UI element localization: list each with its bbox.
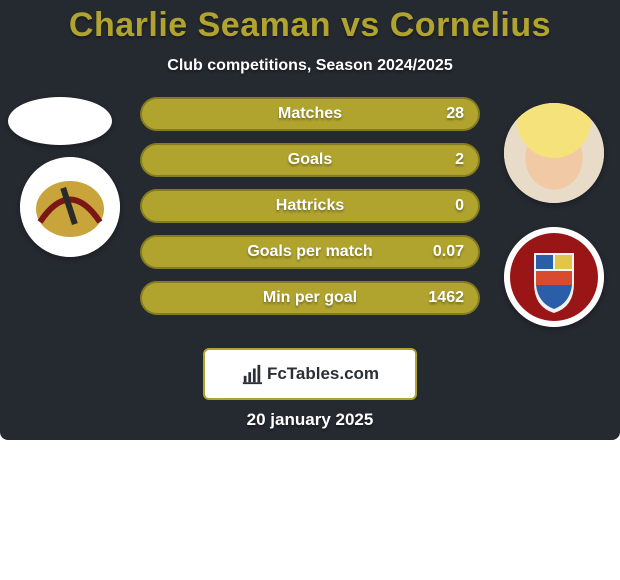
club-crest-right [504, 227, 604, 327]
stat-label: Min per goal [263, 289, 357, 307]
stat-row: Matches 28 [140, 97, 480, 131]
stat-value: 2 [455, 151, 464, 169]
stat-value: 0.07 [433, 243, 464, 261]
club-crest-left [20, 157, 120, 257]
stat-value: 1462 [428, 289, 464, 307]
bar-chart-icon [241, 363, 263, 385]
player-face-icon [504, 103, 604, 203]
stat-label: Hattricks [276, 197, 344, 215]
player-avatar-right [504, 103, 604, 203]
page-title: Charlie Seaman vs Cornelius [0, 0, 620, 45]
stat-row: Goals 2 [140, 143, 480, 177]
scarborough-crest-icon [504, 227, 604, 327]
stat-row: Min per goal 1462 [140, 281, 480, 315]
stat-label: Goals [288, 151, 332, 169]
player-avatar-left [8, 97, 112, 145]
stat-row: Hattricks 0 [140, 189, 480, 223]
brand-box[interactable]: FcTables.com [203, 348, 417, 400]
subtitle: Club competitions, Season 2024/2025 [0, 57, 620, 75]
doncaster-crest-icon [20, 157, 120, 257]
stat-bars: Matches 28 Goals 2 Hattricks 0 Goals per match… [140, 97, 480, 327]
stat-value: 28 [446, 105, 464, 123]
stat-value: 0 [455, 197, 464, 215]
comparison-card: Charlie Seaman vs Cornelius Club competi… [0, 0, 620, 440]
stat-row: Goals per match 0.07 [140, 235, 480, 269]
stats-area: Matches 28 Goals 2 Hattricks 0 Goals per match… [0, 97, 620, 357]
stat-label: Matches [278, 105, 342, 123]
snapshot-date: 20 january 2025 [247, 410, 374, 430]
brand-text: FcTables.com [267, 364, 379, 384]
stat-label: Goals per match [247, 243, 372, 261]
